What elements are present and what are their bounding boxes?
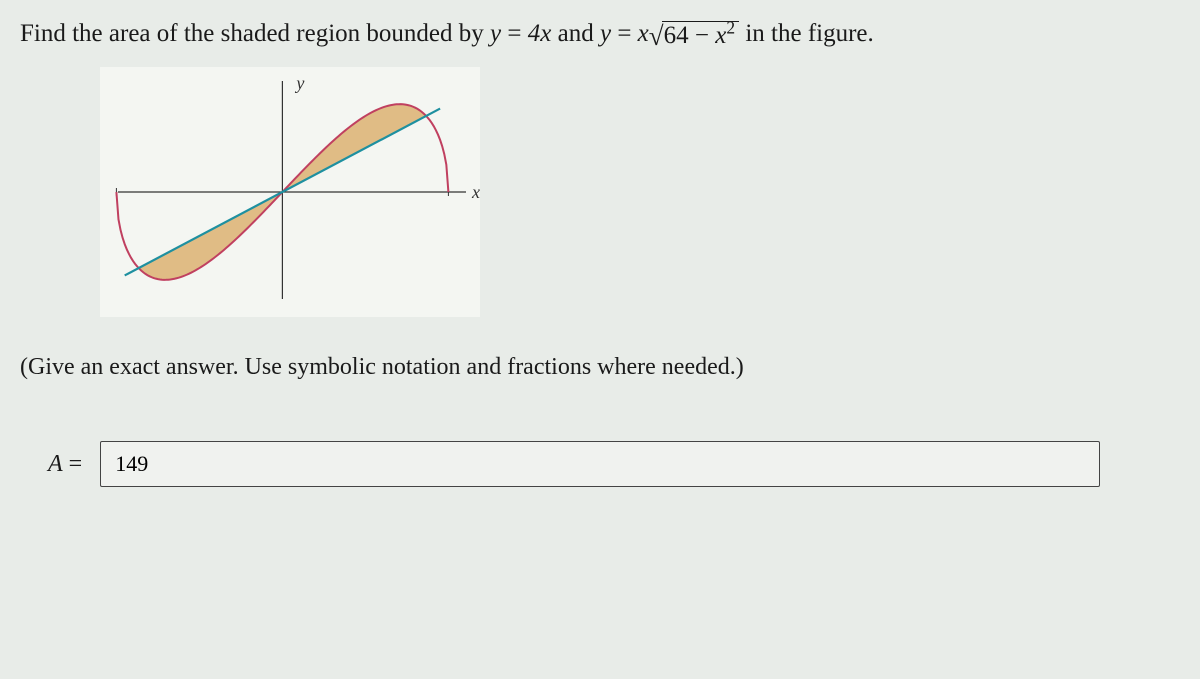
sqrt-body: 64 − x2: [662, 21, 739, 50]
equals-1: =: [507, 20, 527, 47]
answer-var: A: [48, 451, 63, 477]
equation-2-lhs: y: [600, 20, 611, 47]
answer-label: A =: [48, 451, 82, 478]
svg-text:y: y: [294, 73, 304, 93]
answer-eq: =: [63, 451, 83, 477]
svg-text:x: x: [471, 182, 480, 202]
figure-container: yx: [100, 67, 1180, 322]
equals-2: =: [617, 20, 637, 47]
equation-2-x: x: [638, 20, 649, 47]
question-suffix: in the figure.: [745, 20, 873, 47]
answer-input[interactable]: [100, 441, 1100, 487]
question-text: Find the area of the shaded region bound…: [20, 16, 1180, 51]
sqrt-expression: √64 − x2: [649, 21, 739, 50]
equation-1-rhs: 4x: [528, 20, 552, 47]
sqrt-symbol: √: [649, 23, 664, 52]
question-between: and: [558, 20, 600, 47]
question-prefix: Find the area of the shaded region bound…: [20, 20, 490, 47]
sqrt-exp: 2: [726, 18, 735, 38]
equation-1-lhs: y: [490, 20, 501, 47]
instruction-text: (Give an exact answer. Use symbolic nota…: [20, 354, 1180, 381]
sqrt-a: 64: [664, 22, 689, 49]
answer-row: A =: [48, 441, 1180, 487]
figure-plot: yx: [100, 67, 480, 317]
sqrt-b: x: [715, 22, 726, 49]
